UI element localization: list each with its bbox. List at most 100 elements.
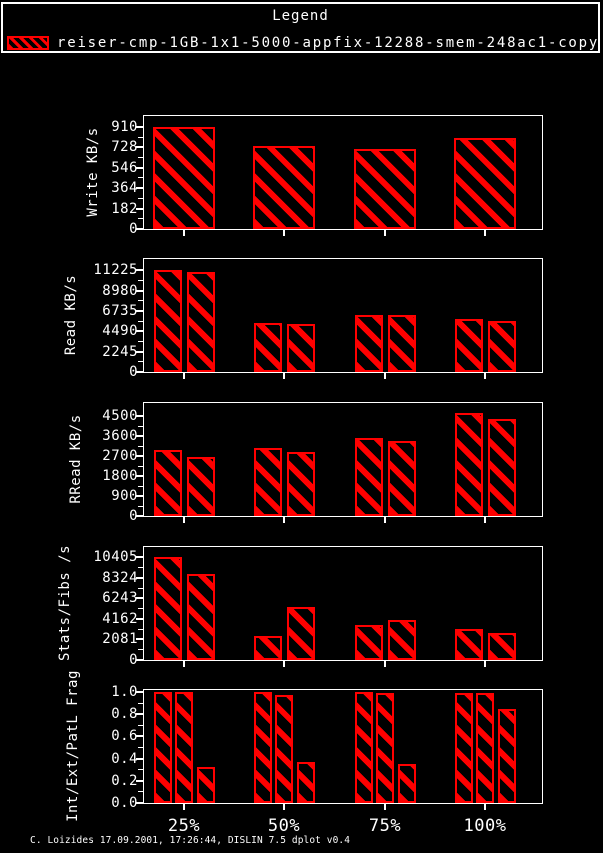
y-minor-tick-mark (138, 320, 143, 322)
y-tick-label: 6243 (102, 590, 138, 607)
x-tick-mark (384, 229, 386, 236)
legend-swatch-hatch-icon (7, 35, 49, 50)
y-minor-tick-mark (138, 279, 143, 281)
bar-read-kb-s-50-s2 (286, 324, 315, 372)
y-tick-label: 900 (111, 488, 138, 505)
x-tick-mark (183, 516, 185, 523)
bar-stats-fibs-s-75-s2 (387, 620, 416, 660)
x-tick-mark (283, 660, 285, 667)
y-tick-mark (136, 187, 143, 190)
x-tick-mark (384, 372, 386, 379)
y-tick-label: 0 (129, 652, 138, 668)
bar-stats-fibs-s-75-s1 (354, 625, 383, 660)
bar-rread-kb-s-50-s1 (253, 448, 282, 516)
x-tick-mark (283, 229, 285, 236)
bar-stats-fibs-s-50-s1 (253, 636, 282, 660)
y-tick-mark (136, 269, 143, 272)
y-tick-label: 364 (111, 180, 138, 197)
bar-read-kb-s-25-s1 (153, 270, 182, 372)
bar-int-ext-patl-frag-25-s1 (153, 692, 172, 803)
y-tick-label: 728 (111, 139, 138, 156)
chart-write-kb-s: Write KB/s 0 182 364 546 728 910 (85, 115, 543, 237)
x-tick-mark (484, 372, 486, 379)
y-tick-label: 0 (129, 364, 138, 380)
bar-write-kb-s-75-s1 (354, 149, 416, 229)
y-tick-mark (136, 659, 143, 661)
y-tick-label: 0 (129, 221, 138, 237)
y-tick-label: 0.0 (111, 795, 138, 811)
y-minor-tick-mark (138, 425, 143, 427)
y-tick-mark (136, 617, 143, 620)
y-tick-label: 8980 (102, 282, 138, 299)
y-minor-tick-mark (138, 177, 143, 179)
y-tick-label: 2081 (102, 631, 138, 648)
y-tick-mark (136, 757, 143, 760)
y-tick-label: 4490 (102, 323, 138, 340)
y-tick-mark (136, 495, 143, 498)
y-tick-mark (136, 690, 143, 693)
x-tick-mark (384, 516, 386, 523)
y-tick-mark (136, 556, 143, 559)
y-minor-tick-mark (138, 608, 143, 610)
bar-read-kb-s-50-s1 (253, 323, 282, 372)
y-tick-mark (136, 371, 143, 373)
bar-rread-kb-s-100-s1 (454, 413, 483, 516)
x-tick-mark (484, 803, 486, 810)
y-tick-label: 182 (111, 200, 138, 217)
y-tick-label: 11225 (93, 262, 138, 279)
y-axis-label-read-kb-s: Read KB/s (63, 274, 79, 356)
y-minor-tick-mark (138, 197, 143, 199)
y-tick-mark (136, 515, 143, 517)
bar-stats-fibs-s-25-s2 (186, 574, 215, 660)
legend-title: Legend (272, 8, 329, 24)
y-minor-tick-mark (138, 445, 143, 447)
x-tick-mark (384, 803, 386, 810)
bar-write-kb-s-50-s1 (253, 146, 315, 229)
y-minor-tick-mark (138, 649, 143, 651)
y-tick-label: 0.2 (111, 772, 138, 789)
y-tick-mark (136, 455, 143, 458)
chart-rread-kb-s: RRead KB/s 0 900 1800 2700 3600 4500 (68, 402, 543, 524)
bar-int-ext-patl-frag-75-s1 (354, 692, 373, 803)
bar-int-ext-patl-frag-50-s2 (275, 695, 293, 803)
y-minor-tick-mark (138, 628, 143, 630)
bar-int-ext-patl-frag-50-s3 (296, 762, 315, 803)
x-tick-mark (183, 372, 185, 379)
bar-read-kb-s-75-s2 (387, 315, 416, 372)
y-tick-label: 1.0 (111, 684, 138, 700)
bar-read-kb-s-25-s2 (186, 272, 215, 372)
y-minor-tick-mark (138, 505, 143, 507)
y-tick-mark (136, 713, 143, 716)
y-minor-tick-mark (138, 300, 143, 302)
y-tick-label: 4162 (102, 610, 138, 627)
bar-write-kb-s-100-s1 (454, 138, 516, 229)
y-tick-label: 10405 (93, 549, 138, 566)
bar-int-ext-patl-frag-75-s3 (397, 764, 416, 803)
y-tick-mark (136, 207, 143, 210)
y-tick-mark (136, 289, 143, 292)
x-category-label: 75% (368, 816, 402, 836)
bar-stats-fibs-s-50-s2 (286, 607, 315, 660)
bar-stats-fibs-s-100-s1 (454, 629, 483, 660)
x-tick-mark (384, 660, 386, 667)
x-category-label: 50% (267, 816, 301, 836)
y-tick-label: 3600 (102, 428, 138, 445)
footer-caption: C. Loizides 17.09.2001, 17:26:44, DISLIN… (30, 835, 351, 846)
y-minor-tick-mark (138, 769, 143, 771)
y-tick-label: 8324 (102, 569, 138, 586)
y-minor-tick-mark (138, 136, 143, 138)
bar-int-ext-patl-frag-25-s2 (175, 692, 193, 803)
x-tick-mark (183, 660, 185, 667)
y-tick-label: 910 (111, 118, 138, 135)
y-tick-label: 0 (129, 508, 138, 524)
y-tick-label: 0.6 (111, 728, 138, 745)
legend-series-label: reiser-cmp-1GB-1x1-5000-appfix-12288-sme… (57, 34, 600, 51)
y-minor-tick-mark (138, 702, 143, 704)
y-tick-label: 0.4 (111, 750, 138, 767)
y-tick-mark (136, 638, 143, 641)
x-category-label: 100% (463, 816, 507, 836)
y-tick-mark (136, 475, 143, 478)
bar-read-kb-s-100-s2 (487, 321, 516, 372)
y-minor-tick-mark (138, 340, 143, 342)
y-minor-tick-mark (138, 724, 143, 726)
